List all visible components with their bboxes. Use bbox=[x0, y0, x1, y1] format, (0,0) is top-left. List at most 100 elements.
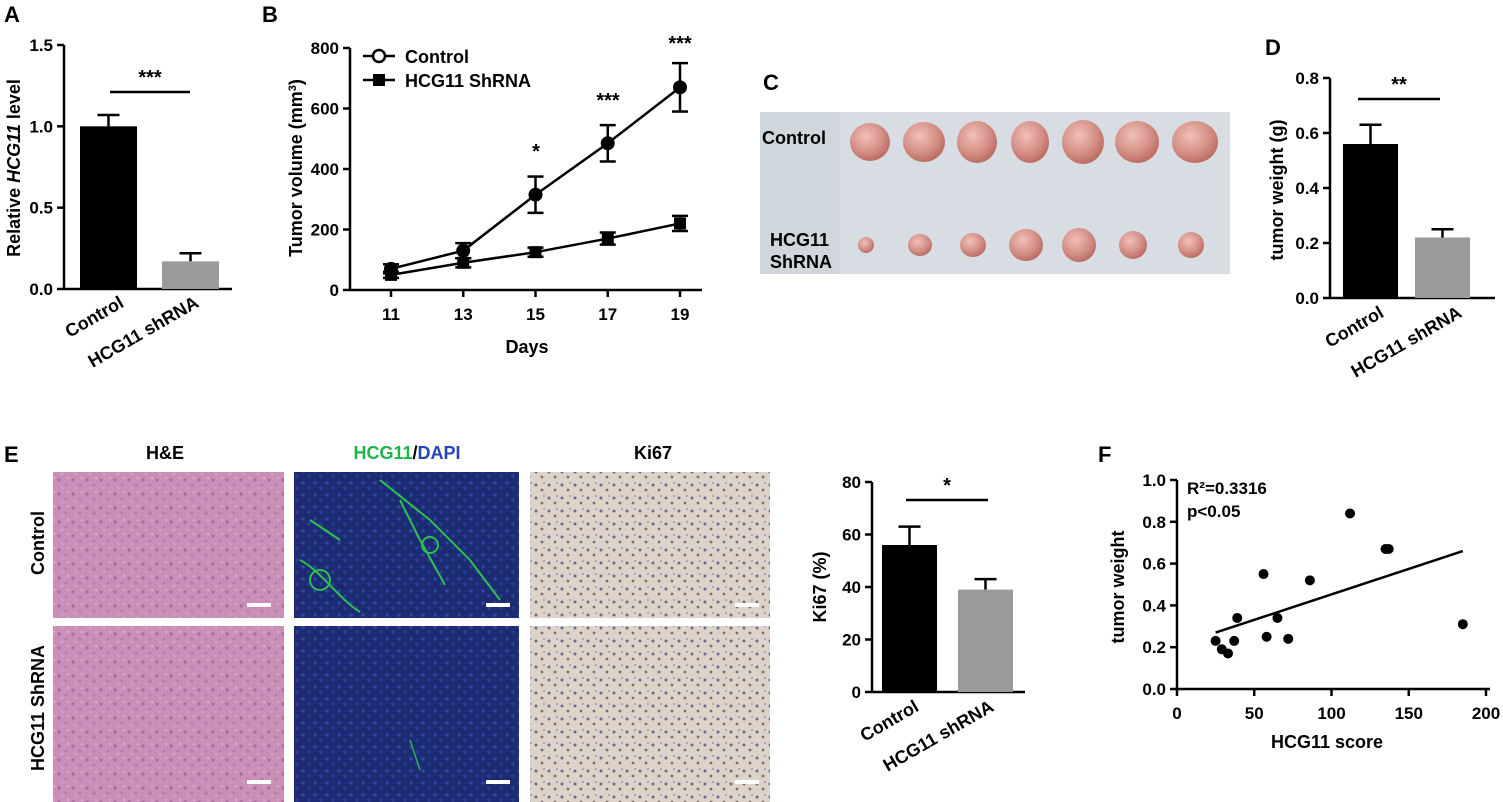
scale-bar bbox=[247, 780, 271, 784]
b-x-tick-label: 17 bbox=[598, 305, 617, 324]
e-col-ki67: Ki67 bbox=[634, 443, 672, 463]
a-bar-shrna bbox=[162, 261, 219, 289]
tumor-control bbox=[903, 122, 945, 162]
f-y-tick-label: 0.0 bbox=[1142, 680, 1166, 699]
f-x-tick-label: 150 bbox=[1395, 704, 1423, 723]
f-point bbox=[1258, 569, 1269, 580]
tumor-control bbox=[850, 123, 890, 161]
f-y-tick-label: 1.0 bbox=[1142, 471, 1166, 490]
b-x-tick-label: 13 bbox=[454, 305, 473, 324]
b-point-shrna bbox=[674, 217, 686, 230]
c-row-control: Control bbox=[762, 128, 826, 148]
e-y-tick-label: 0 bbox=[852, 683, 861, 702]
f-fit-line bbox=[1215, 549, 1464, 634]
legend-marker-control bbox=[371, 48, 387, 64]
he-shrna-image bbox=[53, 626, 284, 802]
if-control-image bbox=[294, 472, 519, 618]
f-x-tick-label: 200 bbox=[1472, 704, 1500, 723]
f-point bbox=[1457, 619, 1468, 630]
b-y-label: Tumor volume (mm3) bbox=[286, 79, 306, 257]
b-sig-15: * bbox=[532, 141, 540, 163]
panel-letter-d: D bbox=[1265, 35, 1281, 60]
panel-c-photo: Control HCG11 ShRNA bbox=[760, 112, 1230, 274]
ki67-shrna-image bbox=[530, 626, 770, 802]
f-r-squared: R²=0.3316 bbox=[1187, 479, 1267, 498]
f-point bbox=[1210, 635, 1221, 646]
e-row-control: Control bbox=[28, 511, 48, 575]
f-x-tick-label: 100 bbox=[1317, 704, 1345, 723]
f-y-tick-label: 0.6 bbox=[1142, 555, 1166, 574]
b-point-control bbox=[528, 187, 543, 202]
panel-letter-f: F bbox=[1098, 442, 1111, 467]
panel-f-chart: 0.0 0.2 0.4 0.6 0.8 1.0 0 50 100 150 200 tumor wei… bbox=[1108, 471, 1500, 752]
e-significance: * bbox=[943, 475, 951, 497]
tumor-shrna bbox=[1178, 232, 1204, 258]
b-x-label: Days bbox=[505, 337, 548, 357]
f-y-label: tumor weight bbox=[1108, 531, 1128, 644]
f-x-label: HCG11 score bbox=[1271, 732, 1383, 752]
b-point-control bbox=[456, 243, 471, 258]
panel-a-chart: 0.0 0.5 1.0 1.5 Relative HCG11 level *** Co… bbox=[4, 36, 232, 371]
f-y-tick-label: 0.4 bbox=[1142, 596, 1166, 615]
scale-bar bbox=[735, 780, 759, 784]
b-y-tick-label: 400 bbox=[311, 160, 339, 179]
scale-bar bbox=[486, 780, 510, 784]
legend-marker-shrna bbox=[373, 74, 385, 86]
d-y-tick-label: 0.2 bbox=[1295, 234, 1319, 253]
tumor-control bbox=[957, 121, 997, 163]
b-x-tick-label: 11 bbox=[382, 305, 400, 324]
f-point bbox=[1261, 631, 1272, 642]
e-cat-control: Control bbox=[857, 696, 922, 745]
panel-letter-a: A bbox=[4, 2, 20, 27]
a-y-tick-label: 0.5 bbox=[29, 199, 53, 218]
f-y-tick-label: 0.8 bbox=[1142, 513, 1166, 532]
tumor-control bbox=[1011, 121, 1049, 163]
a-y-tick-label: 1.0 bbox=[29, 117, 53, 136]
legend-control: Control bbox=[405, 47, 469, 67]
e-col-he: H&E bbox=[146, 443, 184, 463]
tumor-control bbox=[1062, 120, 1104, 164]
f-point bbox=[1272, 612, 1283, 623]
b-point-control bbox=[673, 80, 687, 95]
tumor-shrna bbox=[1119, 231, 1147, 259]
b-y-tick-label: 0 bbox=[330, 281, 339, 300]
f-point bbox=[1383, 543, 1394, 554]
scale-bar bbox=[486, 603, 510, 607]
a-y-label: Relative HCG11 level bbox=[4, 79, 24, 257]
panel-b-chart: 0 200 400 600 800 11 13 15 17 19 Tumor volume (mm… bbox=[286, 33, 702, 357]
c-row-shrna-2: ShRNA bbox=[770, 252, 832, 272]
b-sig-19: *** bbox=[668, 33, 692, 55]
scale-bar bbox=[247, 603, 271, 607]
tumor-control bbox=[1172, 121, 1218, 163]
f-point bbox=[1345, 508, 1356, 519]
tumor-shrna bbox=[960, 233, 986, 257]
c-row-shrna-1: HCG11 bbox=[770, 230, 829, 250]
b-y-tick-label: 600 bbox=[311, 100, 339, 119]
d-y-tick-label: 0.0 bbox=[1295, 289, 1319, 308]
d-cat-control: Control bbox=[1322, 302, 1387, 351]
b-y-tick-label: 800 bbox=[311, 39, 339, 58]
d-y-tick-label: 0.6 bbox=[1295, 124, 1319, 143]
tumor-shrna bbox=[858, 237, 874, 253]
e-bar-control bbox=[882, 545, 937, 692]
f-point bbox=[1283, 633, 1294, 644]
f-point bbox=[1304, 575, 1315, 586]
f-point bbox=[1222, 648, 1233, 659]
e-y-label: Ki67 (%) bbox=[810, 551, 830, 622]
b-point-shrna bbox=[601, 232, 614, 245]
a-cat-control: Control bbox=[62, 292, 127, 341]
b-point-shrna bbox=[385, 268, 397, 281]
e-y-tick-label: 20 bbox=[842, 631, 861, 650]
e-bar-shrna bbox=[958, 589, 1013, 692]
e-y-tick-label: 40 bbox=[842, 578, 861, 597]
d-y-tick-label: 0.4 bbox=[1295, 179, 1319, 198]
a-bar-control bbox=[80, 126, 137, 289]
ki67-control-image bbox=[530, 472, 770, 618]
panel-d-chart: 0.0 0.2 0.4 0.6 0.8 tumor weight (g) ** Cont… bbox=[1267, 69, 1495, 381]
d-y-label: tumor weight (g) bbox=[1267, 120, 1287, 261]
tumor-shrna bbox=[1009, 229, 1043, 261]
f-point bbox=[1232, 612, 1243, 623]
panel-e-images: H&E HCG11/DAPI Ki67 Control HCG11 ShRNA bbox=[28, 443, 770, 802]
e-y-tick-label: 60 bbox=[842, 526, 861, 545]
